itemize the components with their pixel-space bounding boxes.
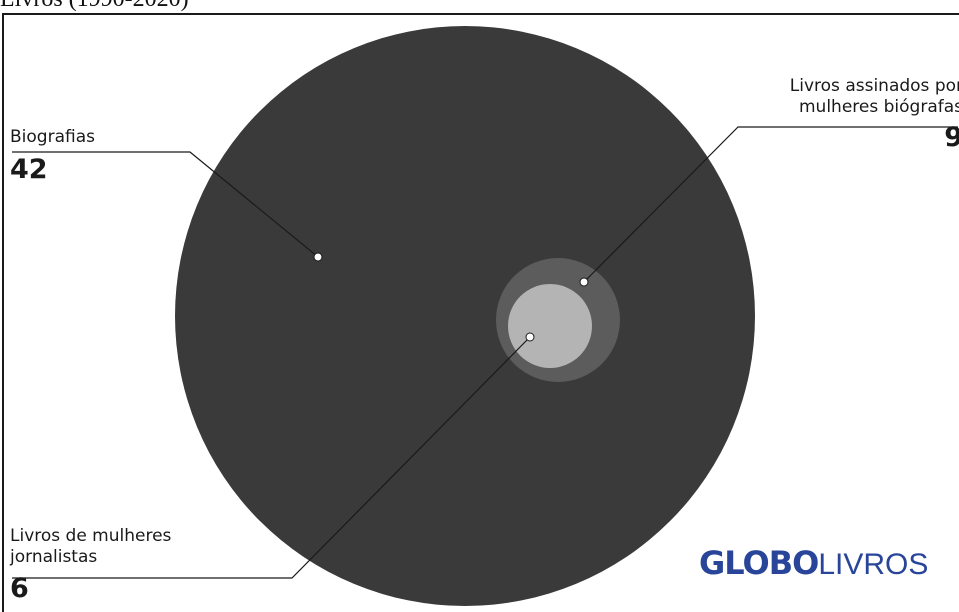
chart-frame <box>2 13 959 612</box>
label-jornalistas-line1: Livros de mulheres <box>10 526 172 546</box>
label-mulheres-line2: mulheres biógrafas <box>799 97 959 117</box>
label-jornalistas-value: 6 <box>10 573 29 604</box>
marker-dot-biografias <box>313 252 323 262</box>
label-mulheres-biografas: Livros assinados por mulheres biógrafas … <box>790 76 959 154</box>
label-jornalistas-line2: jornalistas <box>10 547 98 567</box>
label-biografias-name: Biografias <box>10 127 95 147</box>
logo-livros: LIVROS <box>818 548 929 581</box>
marker-dot-mulheres-biografas <box>579 277 589 287</box>
leader-line-biografias <box>12 151 319 258</box>
label-biografias-value: 42 <box>10 154 48 185</box>
bubble-biografias <box>175 26 755 606</box>
label-mulheres-value: 9 <box>944 122 959 153</box>
label-biografias: Biografias 42 <box>10 127 95 186</box>
logo-globo: GLOBO <box>699 544 819 582</box>
chart-caption: Livros (1990-2020) <box>0 0 189 13</box>
globo-livros-logo: GLOBOLIVROS <box>699 545 928 583</box>
leader-line-mulheres-biografas <box>583 126 958 283</box>
leader-line-mulheres-jornalistas <box>12 336 531 579</box>
bubble-mulheres-jornalistas <box>508 284 592 368</box>
marker-dot-mulheres-jornalistas <box>525 332 535 342</box>
label-mulheres-jornalistas: Livros de mulheres jornalistas 6 <box>10 526 171 605</box>
label-mulheres-line1: Livros assinados por <box>789 76 959 96</box>
